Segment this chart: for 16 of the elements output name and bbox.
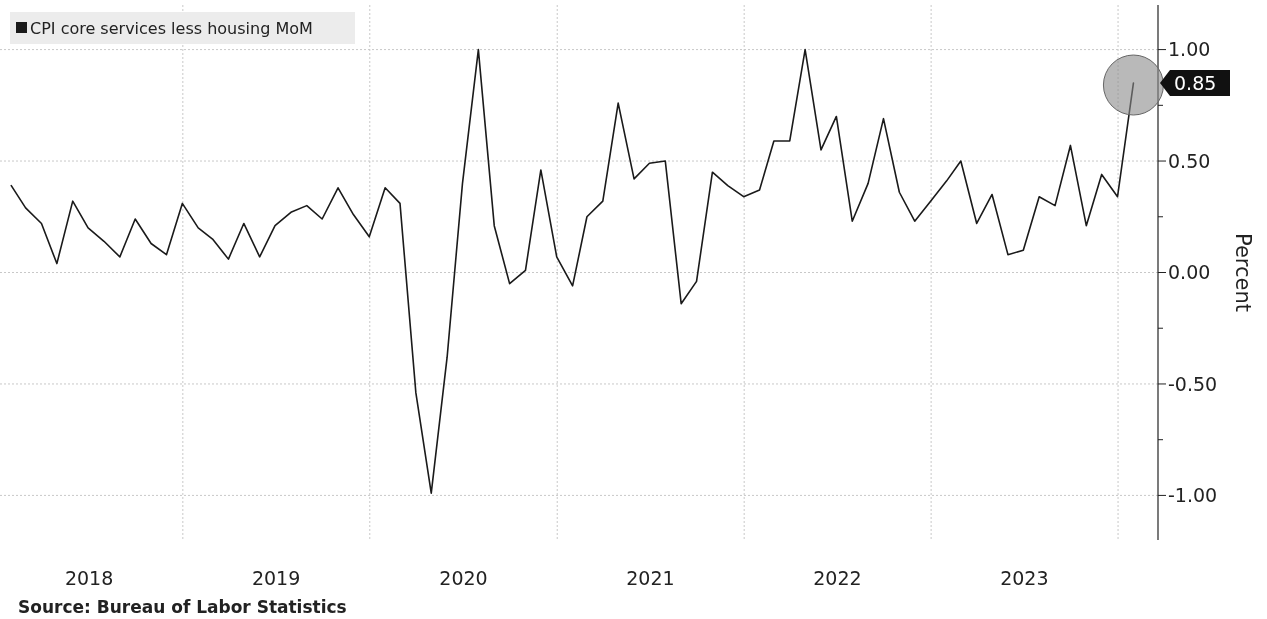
y-tick-label: 1.00: [1168, 38, 1211, 61]
x-tick-label: 2019: [251, 567, 301, 589]
y-axis-title: Percent: [1231, 232, 1255, 313]
x-tick-label: 2023: [1000, 567, 1049, 589]
legend-label: CPI core services less housing MoM: [30, 18, 313, 38]
y-tick-label: 0.50: [1168, 149, 1211, 172]
line-series: [10, 48, 1135, 494]
x-tick-label: 2021: [626, 567, 675, 589]
source-note: Source: Bureau of Labor Statistics: [18, 597, 347, 617]
y-tick-label: -0.50: [1168, 372, 1218, 395]
y-tick-label: 0.00: [1168, 261, 1211, 284]
annotation: 0.85: [1174, 71, 1217, 94]
x-tick-label: 2018: [64, 567, 114, 589]
x-tick-label: 2022: [813, 567, 862, 589]
y-tick-label: -1.00: [1168, 484, 1218, 507]
x-tick-label: 2020: [439, 567, 488, 589]
